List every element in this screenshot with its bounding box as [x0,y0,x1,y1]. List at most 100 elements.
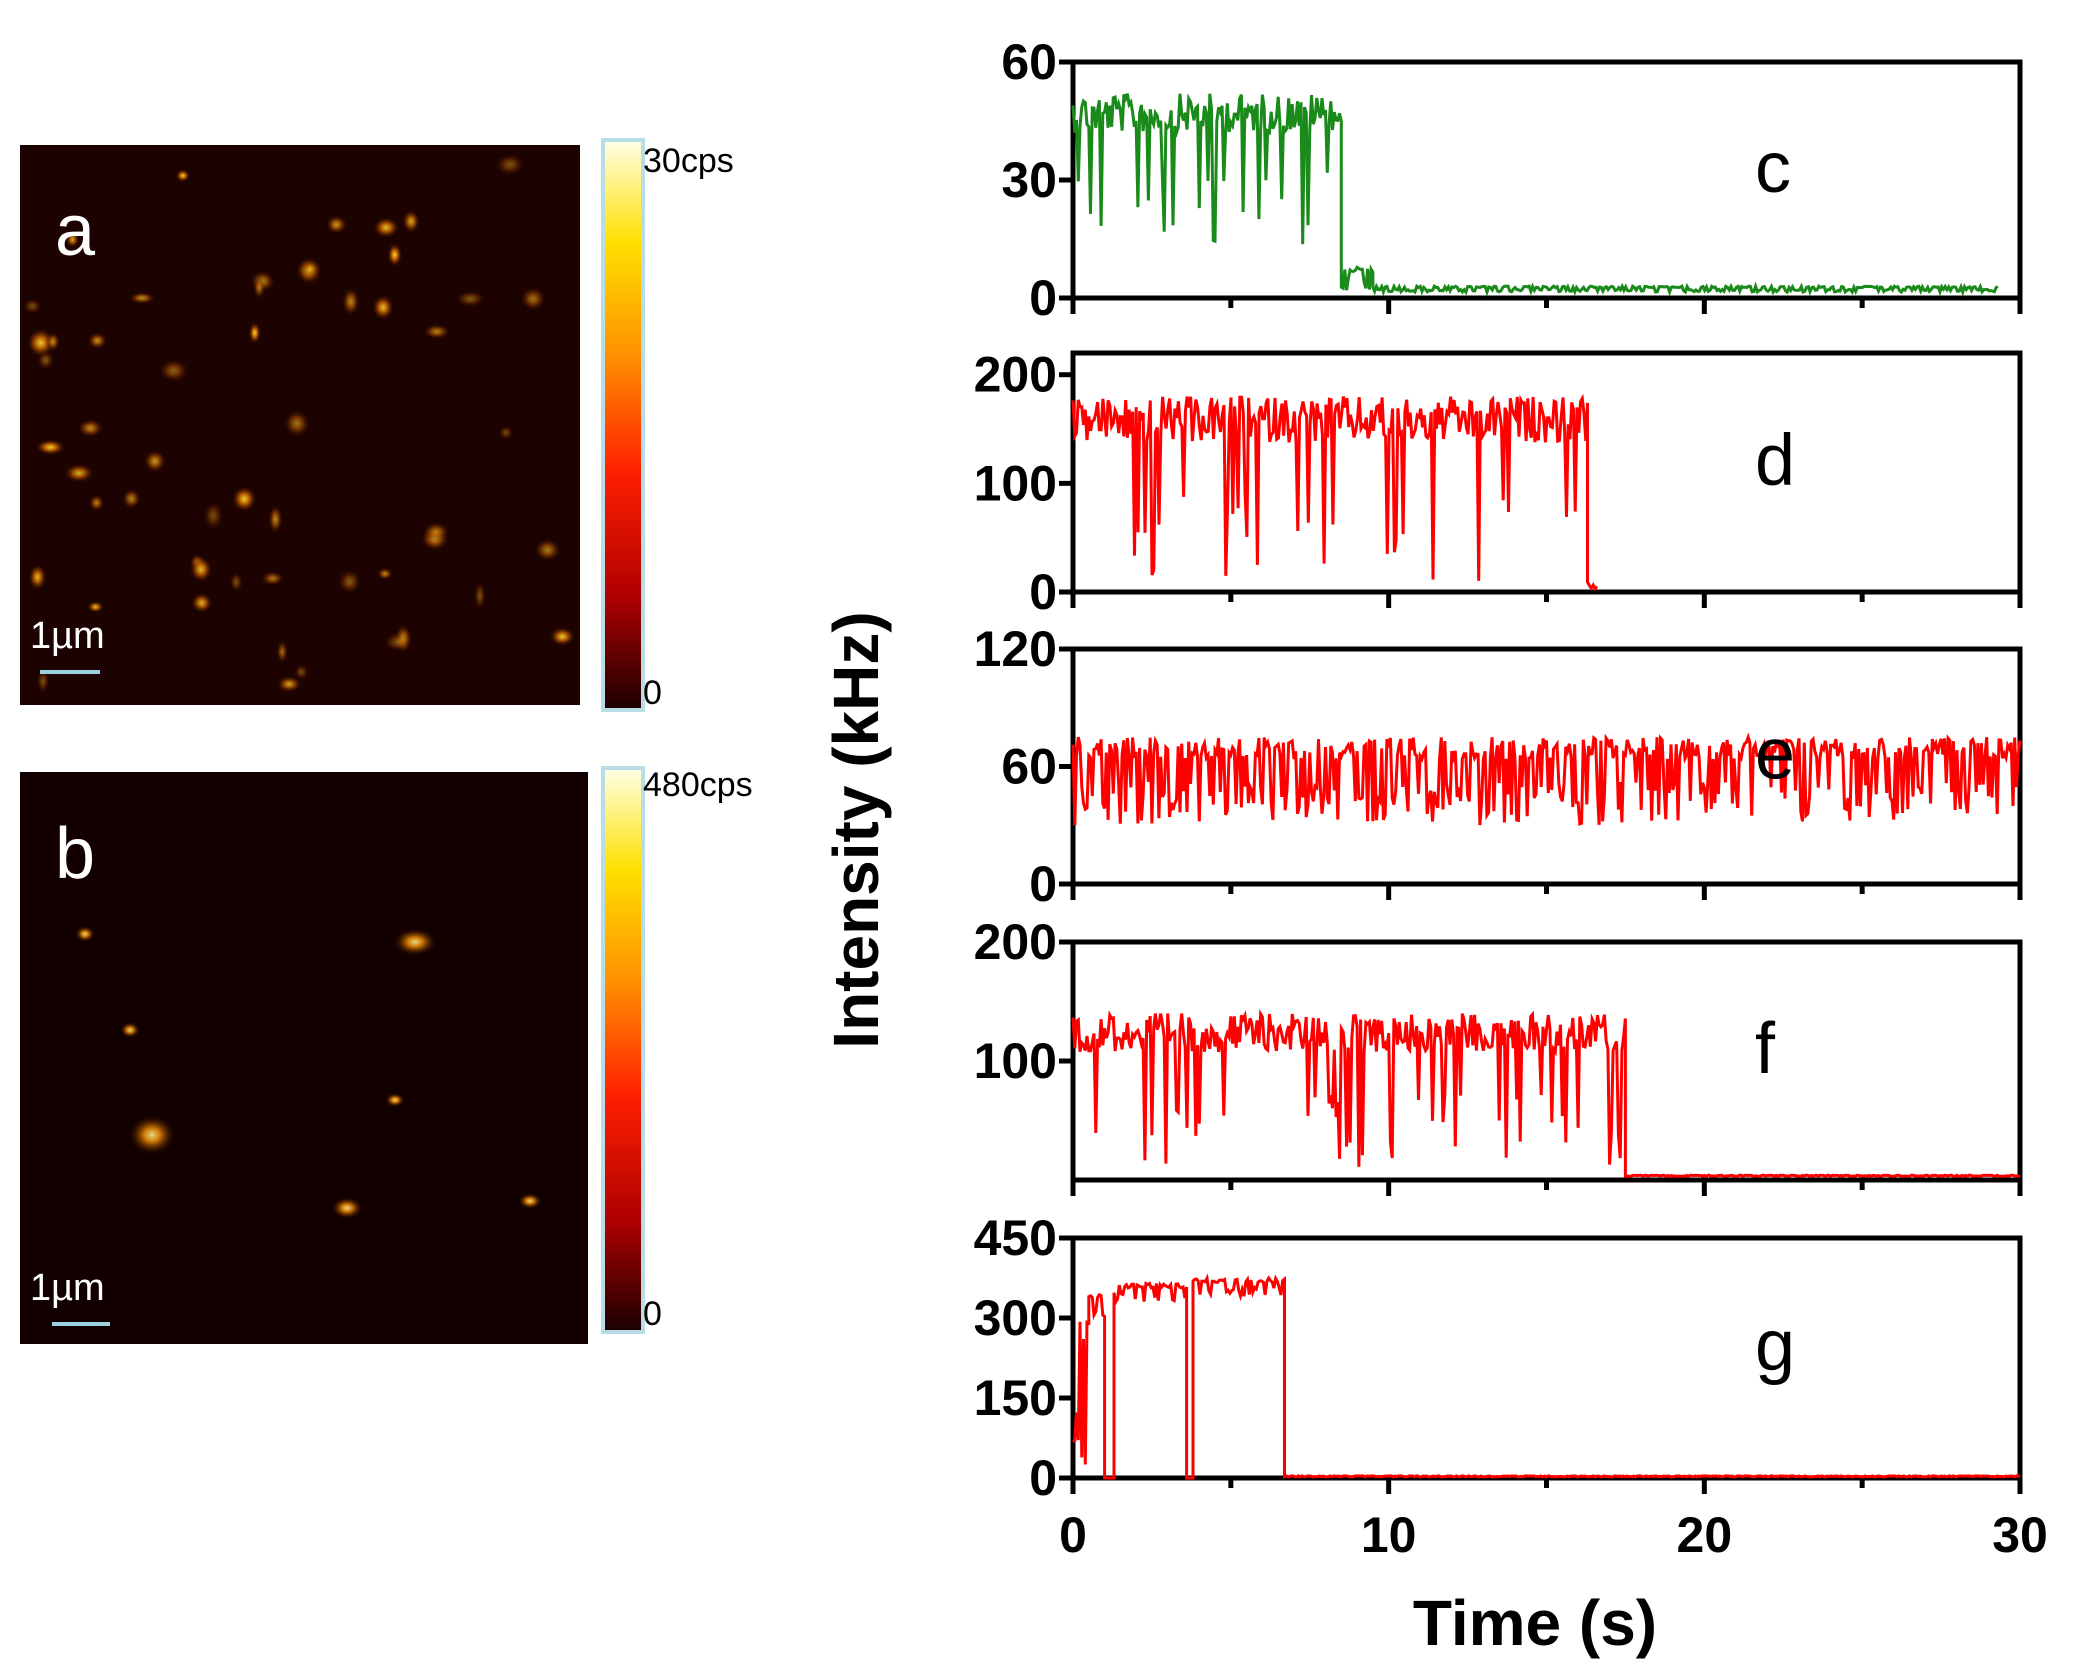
xtick-label-30: 30 [1992,1507,2048,1563]
image-a-spot [86,600,105,613]
image-a-spot [422,323,451,340]
panel-d-label: d [1755,420,1795,500]
image-a-spot [454,289,487,308]
trace-panel-g: 450 300 150 0 g [974,1210,2023,1506]
image-b-colorbar-min: 0 [643,1295,662,1333]
panel-f-ytick-label-200: 200 [974,914,1057,970]
panel-g-frame [1070,1235,2023,1481]
image-a-spot [88,494,105,512]
image-a-spot [45,331,61,352]
image-a-spot [341,287,360,317]
image-a-spot [231,485,258,513]
image-a-spot [494,153,526,177]
panel-c-label: c [1755,128,1791,208]
image-a-spot [260,570,285,587]
image-b-spot [128,1115,176,1155]
trace-panel-f: 200 100 f [974,914,2023,1196]
image-a-spot [283,409,311,438]
image-a-spot [498,425,514,441]
image-a-spot [301,260,320,278]
image-a-spot [248,321,262,345]
panel-f-frame [1070,939,2023,1183]
image-a-spot [202,500,224,532]
image-b-colorbar-max: 480cps [643,766,753,804]
image-a-spot [77,418,104,438]
image-a-spot [473,580,487,611]
y-axis-title: Intensity (kHz) [820,611,892,1048]
xtick-label-10: 10 [1361,1507,1417,1563]
image-panel-b: b 1µm 480cps 0 [20,766,753,1344]
image-a-spot [175,168,191,183]
image-b-scale-bar-label: 1µm [30,1267,105,1309]
panel-f-ytick-label-100: 100 [974,1033,1057,1089]
image-a-spot [65,231,80,249]
image-a-spot [190,592,213,614]
panel-d-ytick-label-200: 200 [974,347,1057,403]
panel-d-ytick-label-100: 100 [974,455,1057,511]
panel-c-ytick-label-60: 60 [1001,34,1057,90]
panel-g-label: g [1755,1306,1795,1386]
panel-d-ytick-label-0: 0 [1029,564,1057,620]
image-a-scale-bar-label: 1µm [30,615,105,657]
image-a-spot [143,449,167,473]
image-a-spot [87,331,108,350]
panel-c-trace [1071,93,1999,297]
image-a-spot [128,291,156,305]
panel-g-ytick-label-300: 300 [974,1290,1057,1346]
image-a-spot [63,463,95,483]
image-a-spot [28,563,47,591]
panel-e-ytick-label-0: 0 [1029,856,1057,912]
image-a-colorbar [601,138,645,712]
image-a-spot [293,663,309,681]
image-b-label: b [55,814,95,894]
image-a-spot [325,215,348,235]
image-a-spot [337,568,362,595]
image-a-spot [267,504,283,535]
image-b-spot [331,1197,363,1219]
image-a-spot [376,567,394,581]
image-a-spot [121,488,142,510]
image-a-colorbar-max: 30cps [643,142,734,180]
image-a-spot [371,294,395,321]
image-b-spot [75,926,95,942]
image-b-spots [75,926,542,1219]
image-a-spot [157,358,190,383]
image-a-spot [422,521,451,542]
image-a-spot [383,631,411,653]
panel-g-trace [1072,1273,2021,1480]
panel-e-trace [1071,732,2022,827]
panel-d-trace [1071,393,1599,592]
image-a-spot [401,209,421,234]
xtick-label-0: 0 [1059,1507,1087,1563]
image-a-spot [533,537,562,563]
panel-g-ytick-label-0: 0 [1029,1450,1057,1506]
xtick-label-20: 20 [1677,1507,1733,1563]
image-a-spot [252,276,266,300]
x-axis-title: Time (s) [1413,1587,1657,1659]
image-a-spot [372,216,400,239]
image-b-spot [120,1022,140,1038]
image-a-spot [519,286,547,312]
trace-panel-e: 120 60 0 e [974,621,2023,912]
panel-g-ytick-label-150: 150 [974,1370,1057,1426]
image-a-spots [22,153,576,694]
image-a-spot [229,571,244,593]
image-a-spot [276,639,289,664]
panel-e-ytick-label-60: 60 [1001,739,1057,795]
image-b-background [20,772,588,1344]
image-b-spot [393,928,437,956]
image-a-label: a [55,191,96,271]
image-panel-a: a 1µm 30cps 0 [20,138,734,712]
panel-f-trace [1071,1008,2020,1179]
trace-panel-d: 200 100 0 d [974,347,2023,620]
image-a-spot [189,556,213,583]
image-b-spot [518,1193,542,1209]
image-a-spot [36,668,50,694]
image-a-spot [549,626,576,647]
panel-c-ytick-label-0: 0 [1029,270,1057,326]
panel-c-ytick-label-30: 30 [1001,152,1057,208]
panel-g-ytick-label-450: 450 [974,1210,1057,1266]
panel-e-ytick-label-120: 120 [974,621,1057,677]
